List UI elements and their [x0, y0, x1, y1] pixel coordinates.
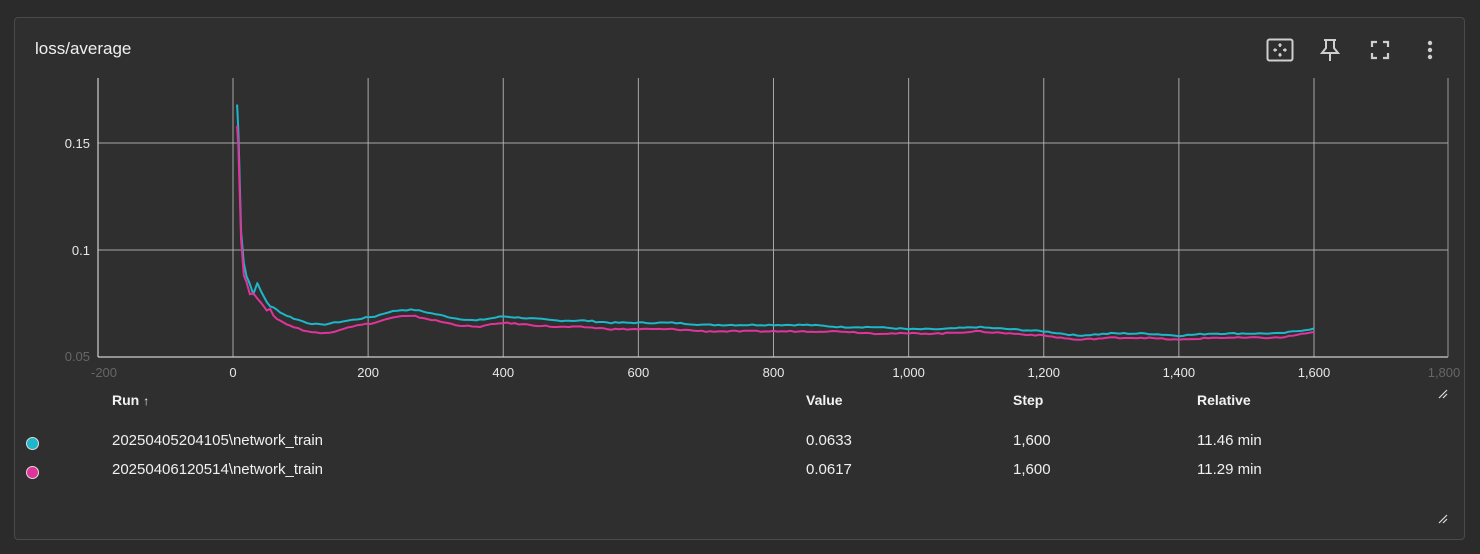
sort-ascending-icon: ↑	[143, 394, 150, 408]
y-tick-label: 0.05	[65, 349, 90, 364]
y-tick-label: 0.15	[65, 136, 90, 151]
table-row: 20250406120514\network_train 0.0617 1,60…	[0, 461, 1480, 489]
x-tick-label: 600	[628, 365, 650, 380]
table-row: 20250405204105\network_train 0.0633 1,60…	[0, 432, 1480, 460]
pin-icon	[1320, 39, 1340, 61]
card-toolbar	[1266, 36, 1444, 64]
run-color-swatch[interactable]	[26, 466, 39, 479]
x-tick-label: -200	[91, 365, 117, 380]
pin-button[interactable]	[1316, 36, 1344, 64]
column-header-relative[interactable]: Relative	[1197, 392, 1251, 408]
series-line	[236, 125, 1315, 341]
run-header-label: Run	[112, 392, 140, 408]
x-tick-label: 200	[357, 365, 379, 380]
more-options-button[interactable]	[1416, 36, 1444, 64]
more-vert-icon	[1427, 40, 1433, 60]
x-tick-label: 1,000	[892, 365, 925, 380]
fullscreen-button[interactable]	[1366, 36, 1394, 64]
fit-domain-icon	[1266, 38, 1294, 62]
chart-resize-handle-icon[interactable]	[1438, 386, 1448, 399]
run-step: 1,600	[1013, 432, 1051, 449]
run-color-swatch[interactable]	[26, 437, 39, 450]
x-tick-label: 1,200	[1027, 365, 1060, 380]
run-step: 1,600	[1013, 461, 1051, 478]
run-value: 0.0617	[806, 461, 852, 478]
chart-axes	[97, 78, 1449, 358]
fit-domain-button[interactable]	[1266, 36, 1294, 64]
run-name: 20250405204105\network_train	[112, 432, 324, 449]
chart-grid	[98, 78, 1448, 357]
x-tick-label: 1,400	[1163, 365, 1196, 380]
run-value: 0.0633	[806, 432, 852, 449]
column-header-value[interactable]: Value	[806, 392, 843, 408]
column-header-run[interactable]: Run ↑	[112, 392, 149, 408]
run-relative: 11.29 min	[1197, 461, 1262, 478]
x-tick-label: 1,800	[1428, 365, 1461, 380]
scalar-card: loss/average	[14, 17, 1465, 540]
run-name: 20250406120514\network_train	[112, 461, 324, 478]
card-title: loss/average	[35, 39, 132, 58]
x-tick-label: 800	[763, 365, 785, 380]
chart-series	[236, 104, 1315, 341]
x-tick-label: 1,600	[1298, 365, 1331, 380]
table-resize-handle-icon[interactable]	[1438, 511, 1448, 524]
series-line	[236, 104, 1315, 338]
column-header-step[interactable]: Step	[1013, 392, 1044, 408]
fullscreen-icon	[1370, 40, 1390, 60]
chart-ticks: -200 0 200 400 600 800 1,000 1,200 1,400 1,600 1,8…	[65, 136, 1461, 380]
x-tick-label: 0	[229, 365, 236, 380]
run-relative: 11.46 min	[1197, 432, 1262, 449]
x-tick-label: 400	[492, 365, 514, 380]
line-chart[interactable]: -200 0 200 400 600 800 1,000 1,200 1,400 1,600 1,8…	[0, 0, 1480, 400]
y-tick-label: 0.1	[72, 243, 90, 258]
